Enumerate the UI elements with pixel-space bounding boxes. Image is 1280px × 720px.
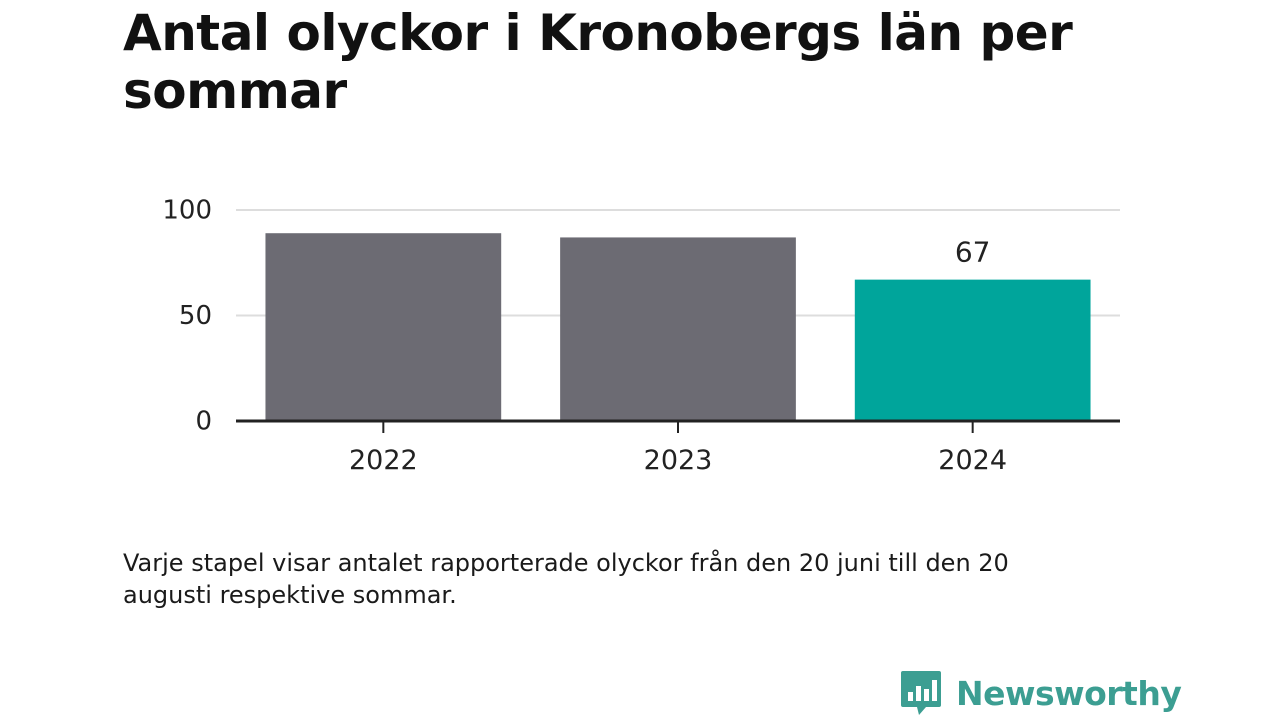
y-tick-label: 50: [179, 301, 212, 331]
bar-chart: 0 50 100 67 2022 2023 2024: [162, 196, 1120, 476]
data-label: 67: [955, 236, 991, 269]
bar: [560, 237, 796, 421]
y-axis-ticks: 0 50 100: [162, 196, 212, 437]
data-labels: 67: [955, 236, 991, 269]
brand-logo: Newsworthy: [900, 670, 1182, 716]
y-tick-label: 0: [195, 407, 212, 437]
chart-title: Antal olyckor i Kronobergs län per somma…: [123, 4, 1073, 120]
y-tick-label: 100: [162, 196, 212, 226]
bars: [265, 233, 1091, 421]
bar: [854, 279, 1091, 421]
x-tick-label: 2024: [938, 445, 1007, 476]
x-axis: 2022 2023 2024: [236, 419, 1120, 476]
bar-chart-speech-bubble-icon: [901, 671, 941, 715]
x-tick-label: 2023: [644, 445, 713, 476]
brand-name: Newsworthy: [956, 673, 1182, 713]
bar: [265, 233, 502, 421]
x-tick-label: 2022: [349, 445, 418, 476]
chart-caption: Varje stapel visar antalet rapporterade …: [123, 549, 1009, 609]
